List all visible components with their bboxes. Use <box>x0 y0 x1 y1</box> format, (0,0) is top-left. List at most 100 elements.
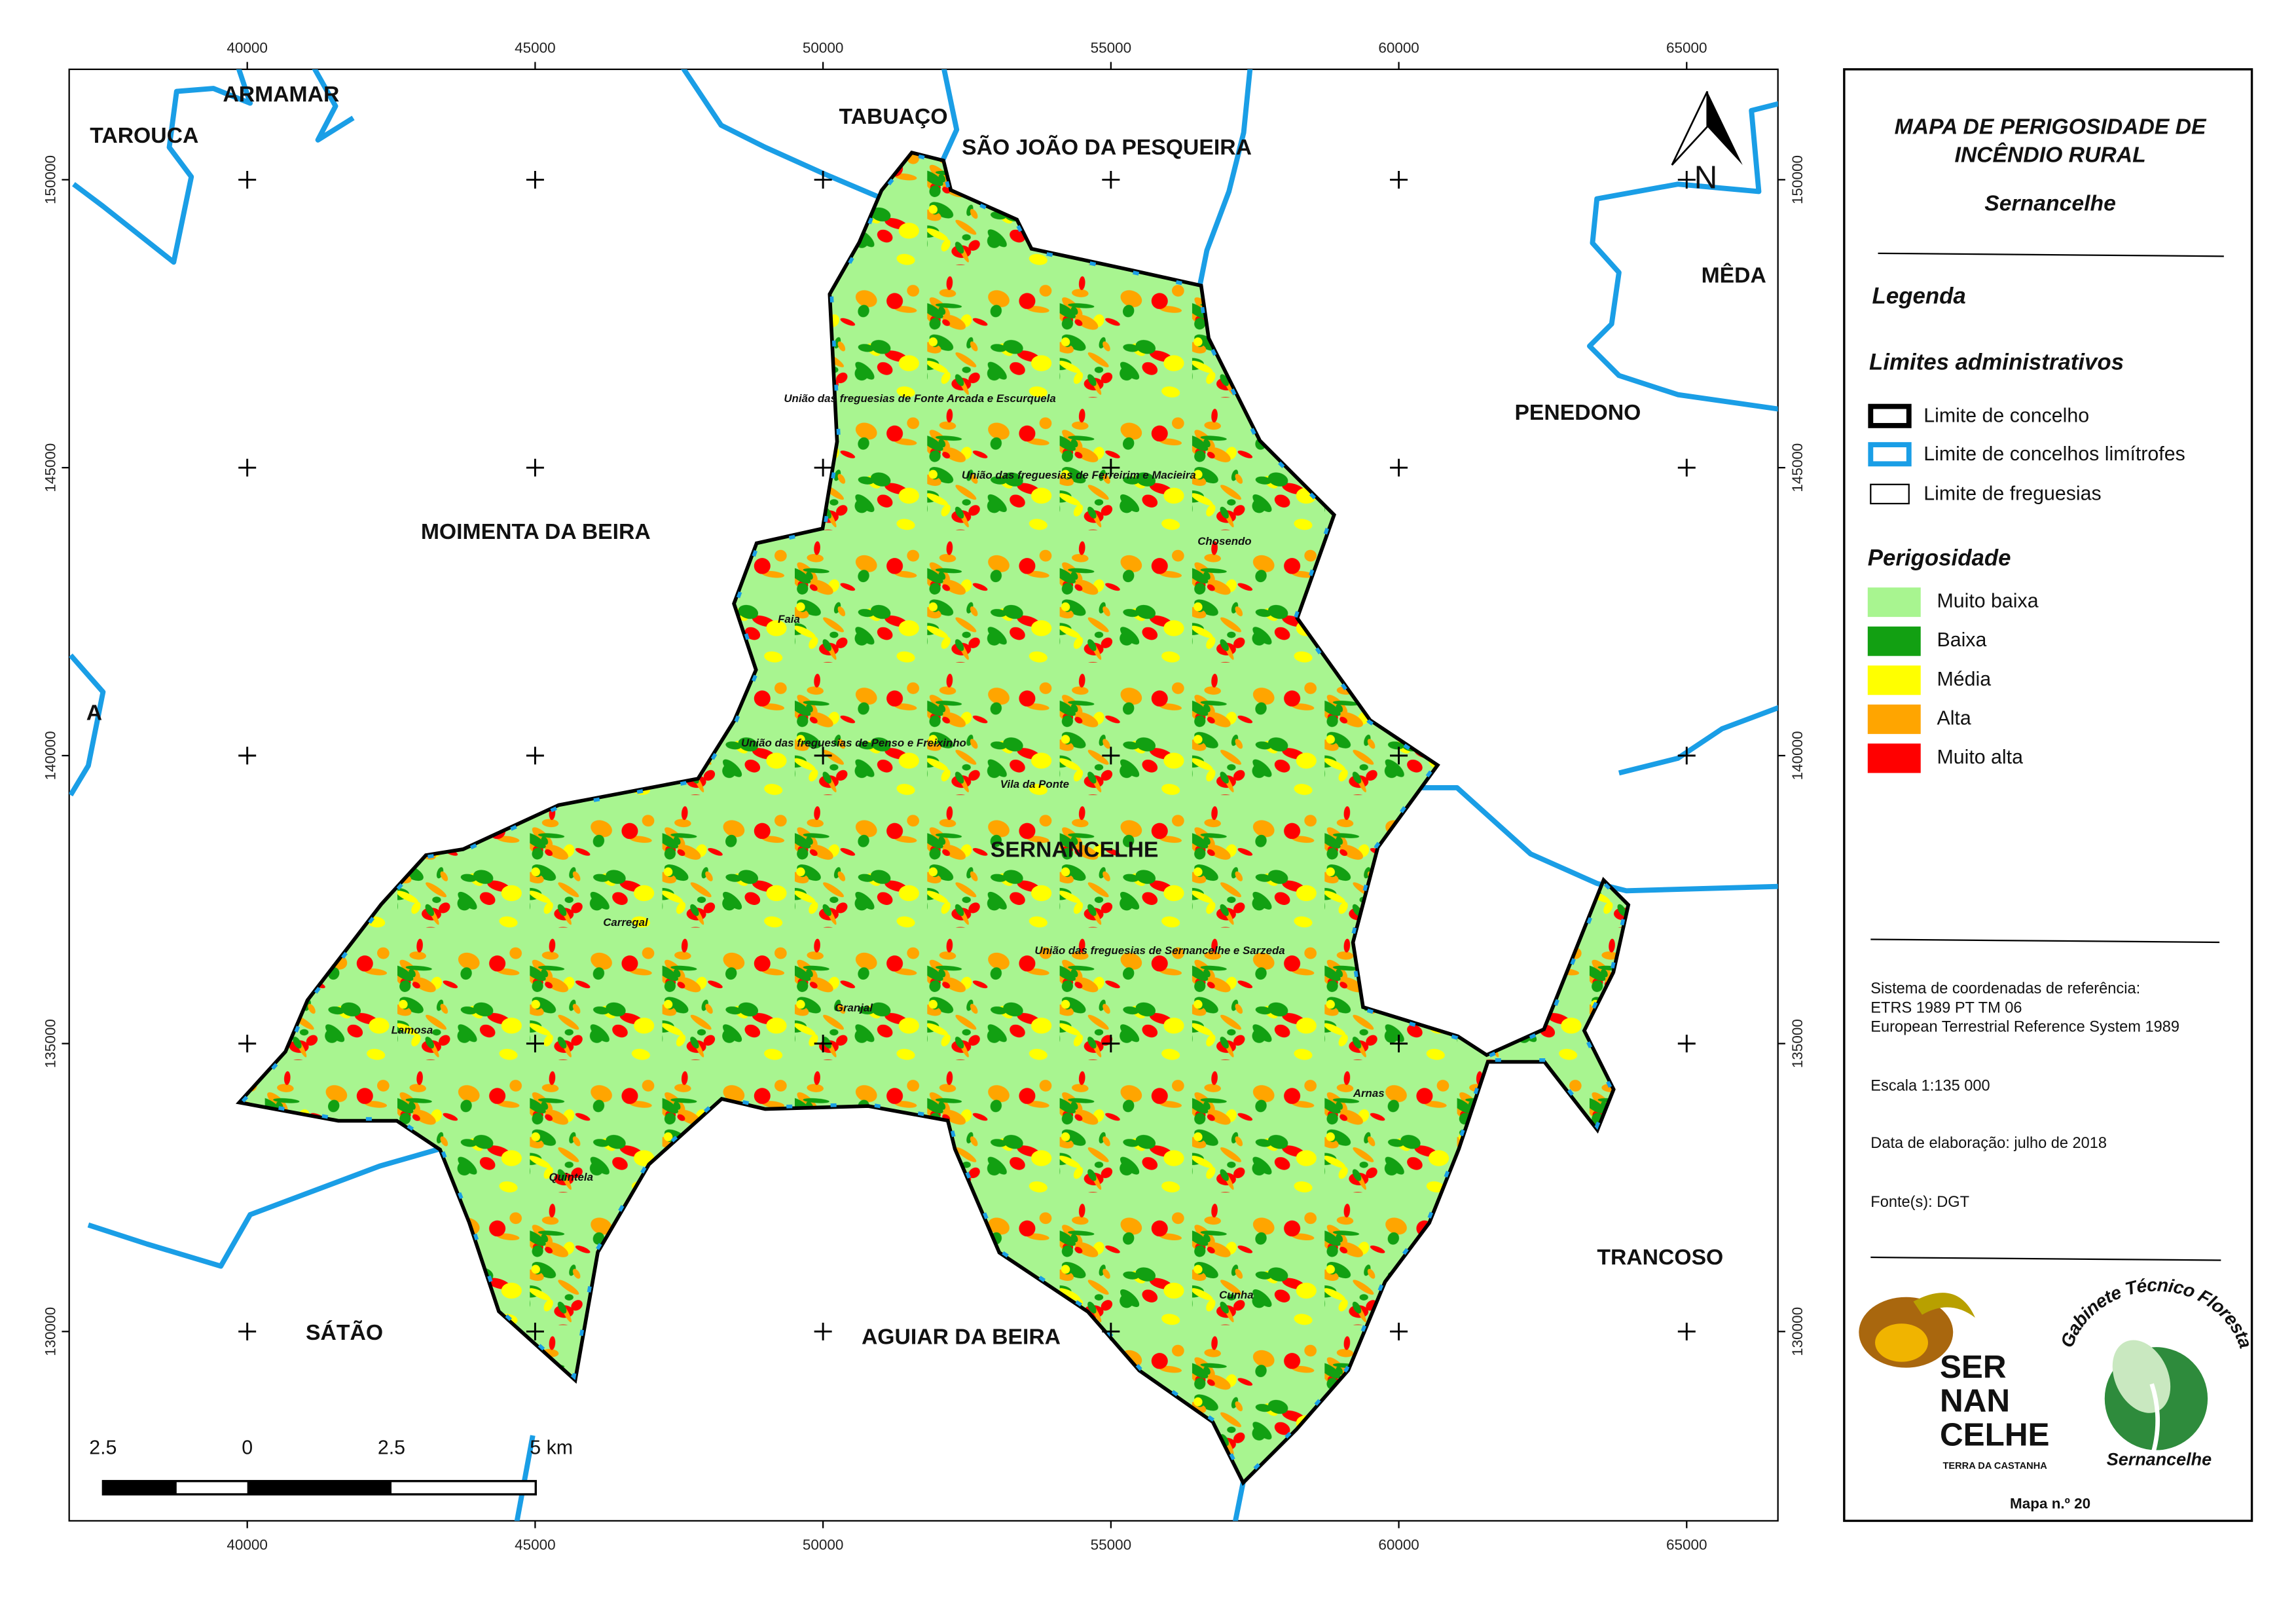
grid-cross <box>1677 1322 1696 1340</box>
grid-cross <box>1390 170 1408 189</box>
date-text: Data de elaboração: julho de 2018 <box>1870 1135 2107 1152</box>
neighbor-limit <box>939 69 960 164</box>
grid-cross <box>814 1322 832 1340</box>
grid-cross <box>1390 458 1408 477</box>
source-text: Fonte(s): DGT <box>1870 1194 1969 1211</box>
grid-cross <box>1677 458 1696 477</box>
x-coordinate-label: 40000 <box>227 39 267 56</box>
north-label: N <box>1694 160 1718 196</box>
parish-name: Lamosa <box>392 1024 433 1036</box>
neighbor-limit <box>69 653 106 797</box>
y-coordinate-label: 145000 <box>1789 443 1806 492</box>
grid-cross <box>238 170 257 189</box>
legend-item: Muito baixa <box>1937 591 2038 612</box>
grid-cross <box>1677 170 1696 189</box>
y-coordinate-label: 130000 <box>1789 1307 1806 1356</box>
legend-item: Média <box>1937 669 1991 690</box>
y-coordinate-label: 140000 <box>1789 731 1806 780</box>
legend-title: Legenda <box>1872 284 1966 309</box>
y-coordinate-label: 135000 <box>43 1019 59 1068</box>
neighbor-name: SÁTÃO <box>306 1320 383 1345</box>
parish-name: Cunha <box>1219 1289 1253 1301</box>
coordinate-grid: 40000 40000 45000 45000 50000 50000 55000 55000… <box>43 39 1806 1553</box>
x-coordinate-label: 40000 <box>227 1537 267 1553</box>
crs-text: ETRS 1989 PT TM 06 <box>1870 999 2022 1016</box>
legend-item: Baixa <box>1937 629 1986 651</box>
logo-tagline: TERRA DA CASTANHA <box>1942 1461 2047 1471</box>
grid-cross <box>1102 458 1120 477</box>
parish-name: União das freguesias de Penso e Freixinh… <box>741 737 966 749</box>
x-coordinate-label: 55000 <box>1091 39 1131 56</box>
neighbor-limit <box>1233 1479 1247 1521</box>
x-coordinate-label: 50000 <box>803 39 843 56</box>
y-coordinate-label: 150000 <box>1789 155 1806 204</box>
x-coordinate-label: 60000 <box>1378 39 1419 56</box>
neighbor-name: ARMAMAR <box>223 82 339 107</box>
parish-name: União das freguesias de Ferreirim e Maci… <box>962 469 1196 481</box>
neighbor-limit <box>1618 705 1778 776</box>
legend-panel <box>1843 68 2253 1522</box>
swatch-neighbors <box>1868 442 1912 467</box>
swatch-parish <box>1870 483 1910 505</box>
grid-cross <box>1390 747 1408 765</box>
scale-bar: 2.5 0 2.5 5 km <box>89 1437 573 1496</box>
legend-item: Limite de concelhos limítrofes <box>1923 443 2185 465</box>
parish-name: União das freguesias de Fonte Arcada e E… <box>784 392 1055 405</box>
parish-name: União das freguesias de Sernancelhe e Sa… <box>1034 944 1285 957</box>
neighbor-name: TABUAÇO <box>839 104 948 129</box>
x-coordinate-label: 55000 <box>1091 1537 1131 1553</box>
parish-name: Carregal <box>603 916 648 929</box>
legend-heading: Perigosidade <box>1868 545 2011 571</box>
neighbor-name: TRANCOSO <box>1597 1245 1723 1270</box>
legend-item: Alta <box>1937 707 1971 729</box>
grid-cross <box>814 747 832 765</box>
grid-cross <box>814 170 832 189</box>
y-coordinate-label: 135000 <box>1789 1019 1806 1068</box>
divider <box>1878 252 2224 257</box>
neighbor-limit <box>1586 101 1778 412</box>
swatch-municipality <box>1868 403 1912 428</box>
scale-label: 0 <box>242 1437 253 1458</box>
scale-text: Escala 1:135 000 <box>1870 1078 1990 1095</box>
neighbor-limits <box>69 69 1778 1521</box>
legend-heading: Limites administrativos <box>1869 350 2124 375</box>
parish-name: Quintela <box>549 1171 593 1183</box>
north-arrow: N <box>1671 90 1743 196</box>
scale-label: 2.5 <box>89 1437 117 1458</box>
x-coordinate-label: 65000 <box>1666 1537 1707 1553</box>
grid-cross <box>1390 1322 1408 1340</box>
map-body <box>69 69 1778 1521</box>
crs-text: European Terrestrial Reference System 19… <box>1870 1019 2179 1036</box>
neighbor-limit <box>1197 69 1253 288</box>
divider <box>1870 1256 2221 1261</box>
y-coordinate-label: 150000 <box>43 155 59 204</box>
logo-sernancelhe: SER NAN CELHE TERRA DA CASTANHA <box>1859 1293 2050 1471</box>
title: MAPA DE PERIGOSIDADE DE <box>1895 115 2207 139</box>
neighbor-name: SÃO JOÃO DA PESQUEIRA <box>962 135 1252 160</box>
neighbor-name: A <box>86 700 102 725</box>
grid-cross <box>1677 747 1696 765</box>
grid-cross <box>1102 747 1120 765</box>
hazard-legend: Muito baixa Baixa Média Alta Muito alta <box>1867 587 2039 773</box>
hazard-swatch <box>1867 626 1921 656</box>
grid-cross <box>1102 1322 1120 1340</box>
logo-text: SER <box>1940 1349 2007 1385</box>
grid-cross <box>526 1035 544 1053</box>
map-number: Mapa n.º 20 <box>2010 1496 2090 1512</box>
x-coordinate-label: 65000 <box>1666 39 1707 56</box>
hazard-swatch <box>1867 743 1921 773</box>
neighbor-name: MOIMENTA DA BEIRA <box>421 519 651 544</box>
grid-cross <box>238 458 257 477</box>
divider <box>1870 938 2220 944</box>
grid-cross <box>526 1322 544 1340</box>
municipality-name: SERNANCELHE <box>991 837 1159 862</box>
grid-cross <box>814 458 832 477</box>
neighbor-name: MÊDA <box>1702 263 1766 288</box>
parish-name: Arnas <box>1353 1087 1385 1099</box>
scale-label: 5 km <box>530 1437 573 1458</box>
neighbor-name: AGUIAR DA BEIRA <box>862 1325 1061 1350</box>
x-coordinate-label: 50000 <box>803 1537 843 1553</box>
crs-text: Sistema de coordenadas de referência: <box>1870 980 2140 997</box>
y-coordinate-label: 140000 <box>43 731 59 780</box>
